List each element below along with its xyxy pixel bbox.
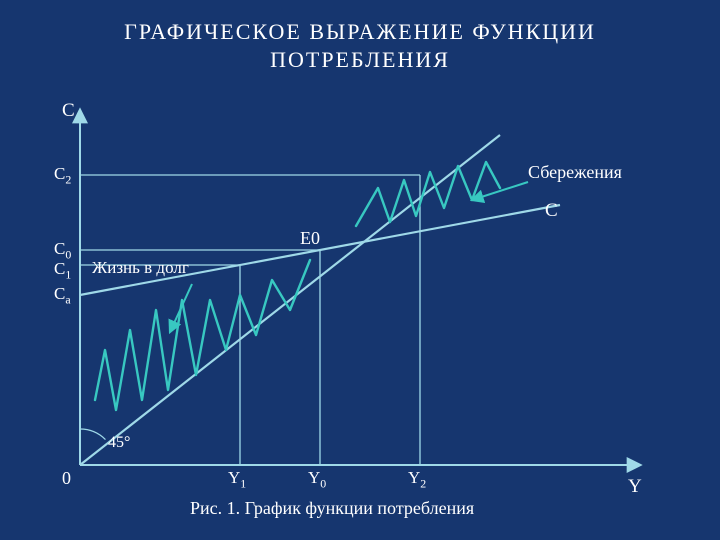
annotation-savings: Сбережения (528, 162, 622, 183)
annotation-life-in-debt: Жизнь в долг (92, 258, 189, 278)
point-e0-label: E0 (300, 228, 320, 249)
tick-c1: C1 (54, 259, 71, 282)
tick-y1: Y1 (228, 468, 246, 491)
consumption-end-label: C (545, 200, 558, 222)
figure-caption: Рис. 1. График функции потребления (190, 498, 474, 519)
tick-y2: Y2 (408, 468, 426, 491)
angle-45-label: 45° (108, 434, 130, 452)
tick-ca: Ca (54, 284, 71, 307)
origin-label: 0 (62, 468, 71, 489)
tick-y0: Y0 (308, 468, 326, 491)
tick-c2: C2 (54, 164, 71, 187)
axis-label-x: Y (628, 476, 642, 498)
axis-label-y: C (62, 100, 75, 122)
